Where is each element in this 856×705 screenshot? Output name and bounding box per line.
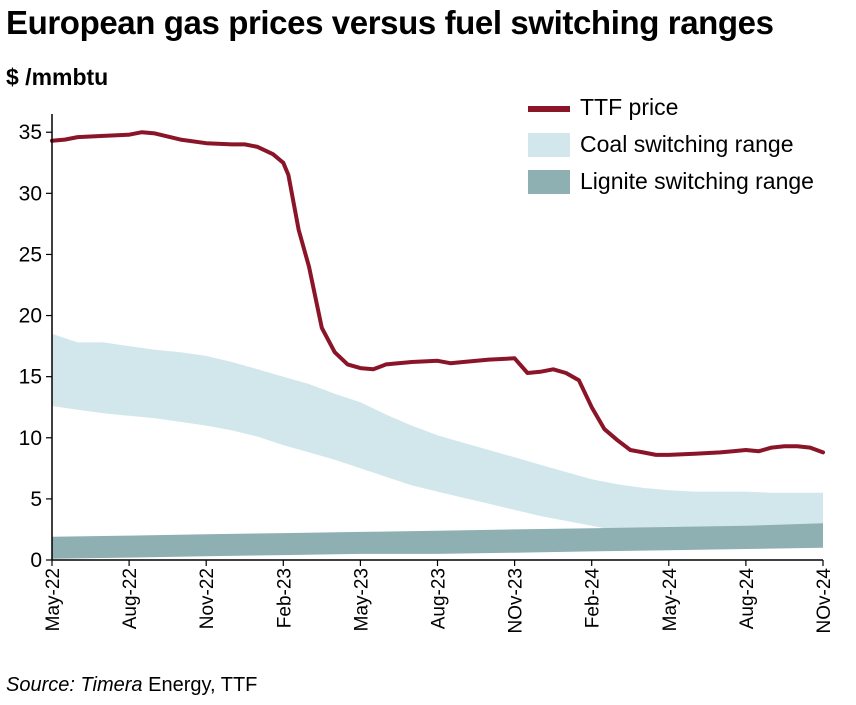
x-tick-label: Aug-23 [429,568,450,629]
source-company: Timera [80,674,143,696]
source-note: Source: Timera Energy, TTF [6,674,257,697]
y-tick-label: 10 [19,427,42,450]
source-prefix: Source: [6,674,81,696]
x-tick-label: Aug-22 [120,568,141,629]
legend-swatch-lignite [528,170,570,194]
band-lignite-switching-range [52,523,823,559]
source-rest: Energy, TTF [142,674,258,696]
x-tick-label: Aug-24 [737,568,758,630]
line-ttf-price [50,130,825,457]
legend-swatch-ttf [528,106,570,112]
x-tick-label: NOv-24 [814,568,835,634]
chart-title: European gas prices versus fuel switchin… [6,4,774,41]
x-tick-label: Feb-23 [274,568,295,628]
y-tick-label: 5 [30,488,42,511]
legend-label-lignite: Lignite switching range [580,168,814,194]
y-tick-label: 35 [19,121,42,144]
x-tick-label: May-24 [660,568,681,632]
x-tick-label: Feb-24 [583,568,604,629]
y-axis-unit-label: $ /mmbtu [6,64,109,90]
y-tick-label: 25 [19,243,42,266]
y-tick-label: 15 [19,366,42,389]
y-tick-label: 20 [19,305,42,328]
y-tick-label: 0 [30,549,42,572]
x-tick-label: Nov-22 [197,568,218,629]
legend-label-ttf: TTF price [580,94,679,120]
legend-swatch-coal [528,133,570,157]
x-tick-label: NOv-23 [506,568,527,633]
x-tick-label: May-23 [351,568,372,631]
band-coal-switching-range [52,333,823,548]
y-tick-label: 30 [19,182,42,205]
legend-label-coal: Coal switching range [580,131,794,157]
x-tick-label: May-22 [43,568,64,631]
